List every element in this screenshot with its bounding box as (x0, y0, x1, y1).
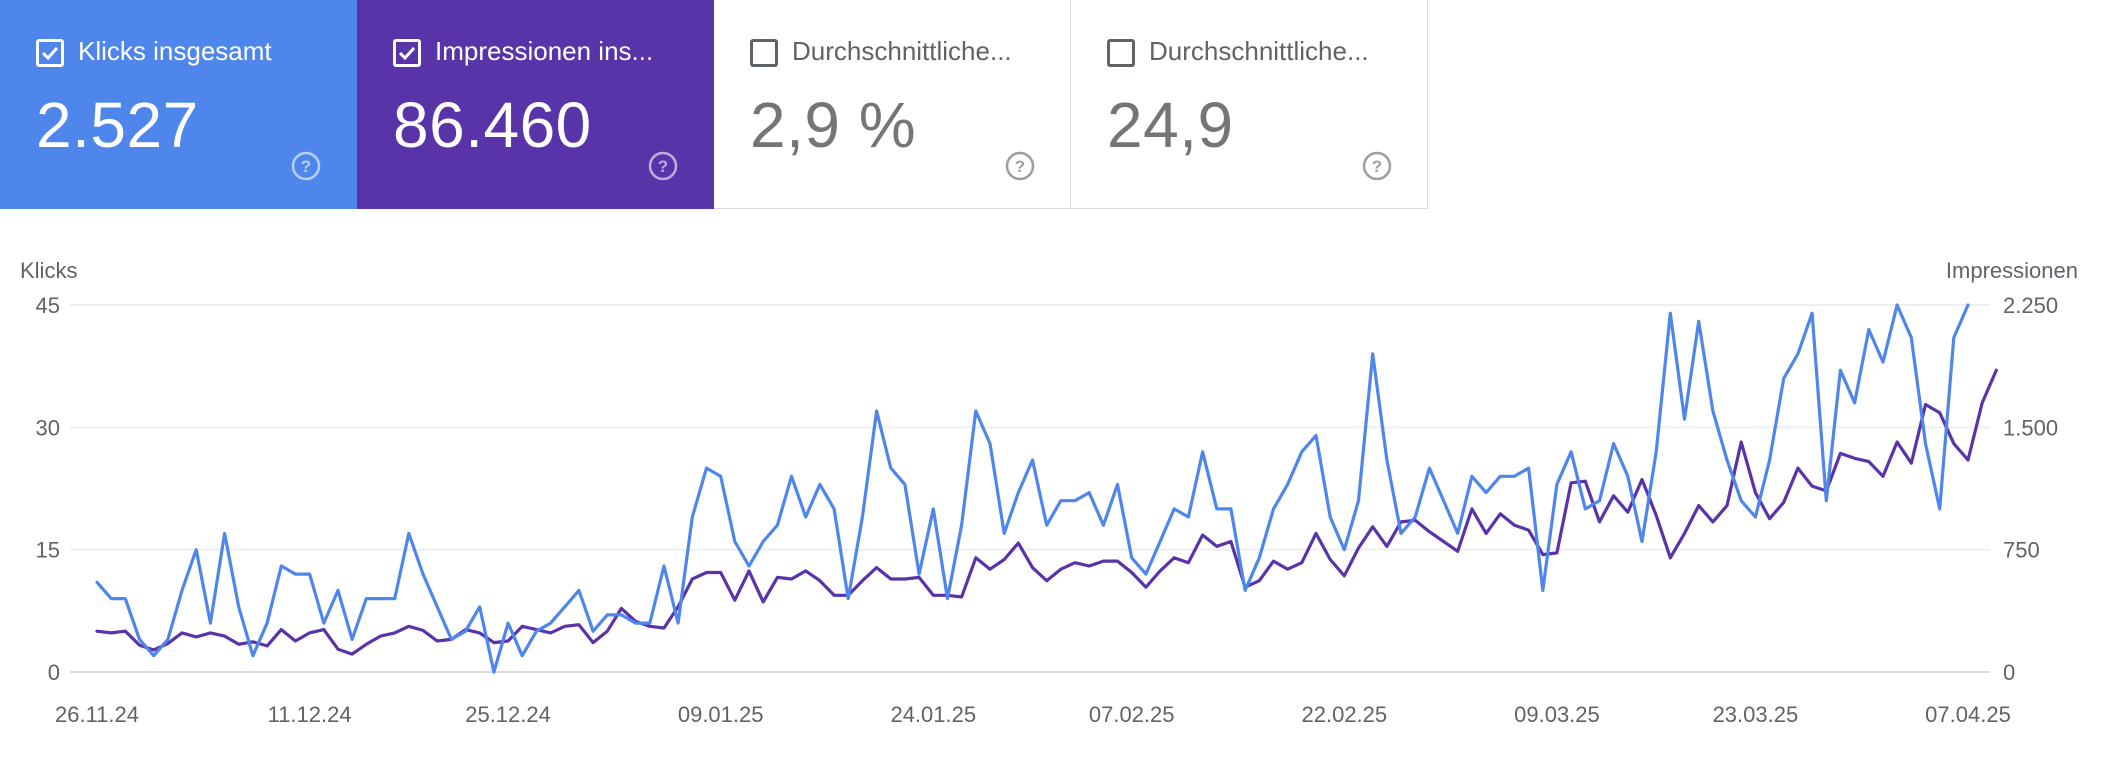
metric-card-total-clicks[interactable]: Klicks insgesamt 2.527 ? (0, 0, 357, 209)
right-axis-title: Impressionen (1945, 258, 2078, 283)
x-axis-tick-label: 25.12.24 (465, 702, 551, 727)
help-icon[interactable]: ? (290, 150, 322, 182)
help-icon[interactable]: ? (1361, 150, 1393, 182)
help-icon[interactable]: ? (1004, 150, 1036, 182)
x-axis-tick-label: 09.03.25 (1514, 702, 1600, 727)
svg-text:?: ? (1372, 157, 1382, 176)
metric-value: 2,9 % (750, 89, 917, 161)
checkbox-unchecked-icon[interactable] (1107, 39, 1135, 67)
left-axis-tick-label: 0 (48, 660, 60, 685)
impressions-series-line (95, 368, 1998, 656)
right-axis-tick-label: 2.250 (2003, 293, 2058, 318)
svg-text:?: ? (301, 157, 311, 176)
checkbox-checked-icon[interactable] (393, 39, 421, 67)
metric-cards: Klicks insgesamt 2.527 ? Impressionen in… (0, 0, 1428, 209)
x-axis-tick-label: 26.11.24 (55, 702, 139, 727)
right-axis-tick-label: 1.500 (2003, 415, 2058, 440)
right-axis-tick-label: 750 (2003, 538, 2040, 563)
x-axis-tick-label: 22.02.25 (1302, 702, 1388, 727)
metric-value: 86.460 (393, 89, 592, 161)
clicks-series-line (95, 303, 1970, 674)
help-icon[interactable]: ? (647, 150, 679, 182)
metric-card-average-ctr[interactable]: Durchschnittliche... 2,9 % ? (714, 0, 1071, 209)
metric-card-average-position[interactable]: Durchschnittliche... 24,9 ? (1071, 0, 1428, 209)
left-axis-tick-label: 30 (36, 415, 60, 440)
left-axis-tick-label: 15 (36, 538, 60, 563)
x-axis-tick-label: 24.01.25 (890, 702, 976, 727)
metric-value: 2.527 (36, 89, 199, 161)
x-axis-tick-label: 11.12.24 (268, 702, 352, 727)
left-axis-tick-label: 45 (36, 293, 60, 318)
x-axis-tick-label: 23.03.25 (1713, 702, 1799, 727)
right-axis-tick-label: 0 (2003, 660, 2015, 685)
x-axis-tick-label: 07.04.25 (1925, 702, 2011, 727)
svg-text:?: ? (1015, 157, 1025, 176)
metric-card-total-impressions[interactable]: Impressionen ins... 86.460 ? (357, 0, 714, 209)
checkbox-checked-icon[interactable] (36, 39, 64, 67)
checkbox-unchecked-icon[interactable] (750, 39, 778, 67)
x-axis-tick-label: 09.01.25 (678, 702, 764, 727)
svg-text:?: ? (658, 157, 668, 176)
metric-value: 24,9 (1107, 89, 1234, 161)
x-axis-tick-label: 07.02.25 (1089, 702, 1175, 727)
left-axis-title: Klicks (20, 258, 78, 283)
